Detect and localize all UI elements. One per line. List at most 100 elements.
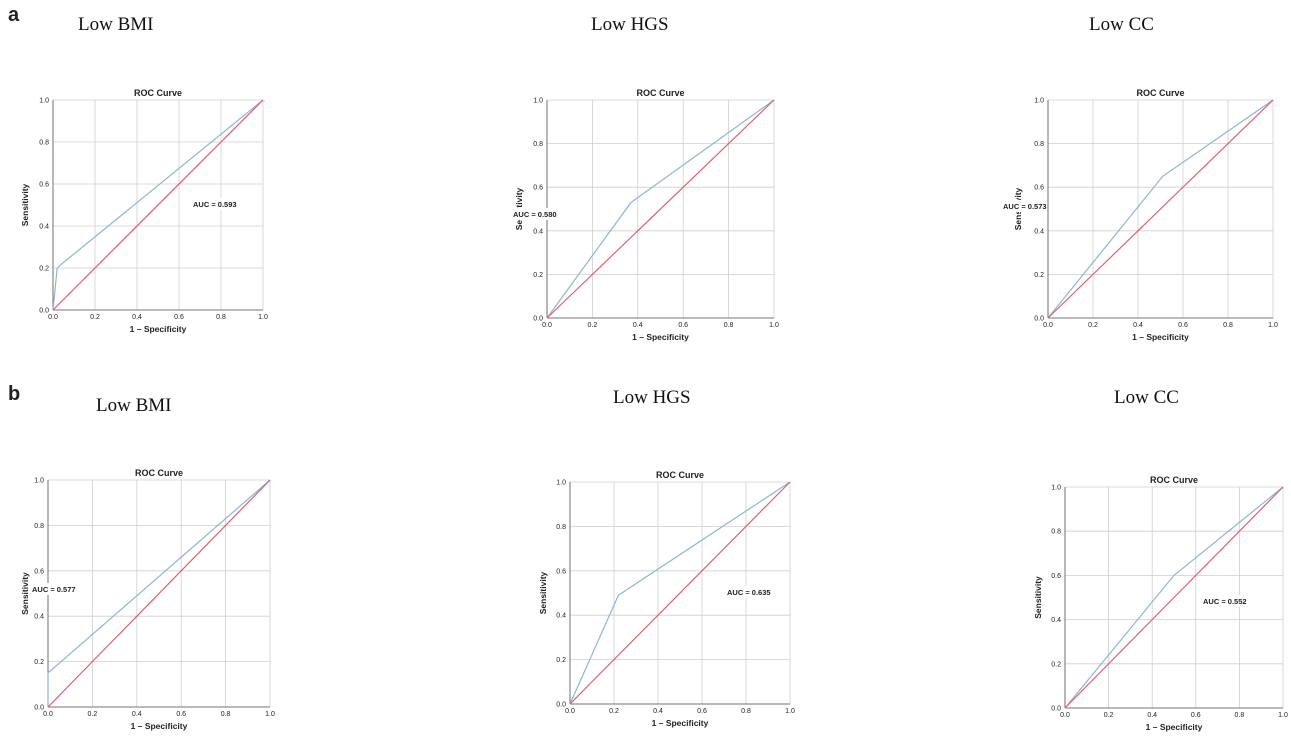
reference-line [569, 481, 791, 705]
x-axis-label: 1 – Specificity [1146, 722, 1203, 732]
x-tick-label: 0.6 [176, 711, 186, 718]
x-tick-label: 0.4 [132, 314, 142, 321]
roc-chart-a3: 0.00.0 0.2 0.2 0.4 0.4 0.6 0.6 0.8 0.8 1.0 1.0 ROC … [1000, 88, 1278, 342]
roc-curve-line [47, 479, 271, 707]
x-tick-label: 0.8 [1223, 322, 1233, 329]
y-tick-label: 1.0 [533, 98, 543, 105]
x-tick-label: 0.8 [724, 322, 734, 329]
chart-title: ROC Curve [135, 468, 183, 478]
roc-curve-line [1047, 99, 1274, 319]
x-tick-label: 0.0 [1043, 322, 1053, 329]
panel-title-b2: Low HGS [613, 387, 691, 408]
y-tick-label: 0.8 [556, 524, 566, 531]
x-axis-label: 1 – Specificity [130, 324, 187, 334]
auc-label-background [190, 198, 236, 210]
y-tick-label: 0.0 [533, 316, 543, 323]
roc-curve-line [52, 99, 264, 311]
x-tick-label: 1.0 [265, 711, 275, 718]
x-tick-label: 0.2 [609, 708, 619, 715]
y-tick-label: 0.2 [1051, 661, 1061, 668]
auc-label-background [1000, 200, 1046, 212]
auc-label-background [510, 208, 556, 220]
x-tick-label: 0.4 [1147, 712, 1157, 719]
x-axis-label: 1 – Specificity [131, 721, 188, 731]
auc-annotation: AUC = 0.573 [1003, 202, 1047, 211]
auc-label-background [29, 583, 75, 595]
reference-line [1047, 99, 1274, 319]
y-tick-label: 0.8 [1051, 529, 1061, 536]
y-tick-label: 0.4 [533, 228, 543, 235]
x-axis-label: 1 – Specificity [652, 718, 709, 728]
x-tick-label: 0.0 [43, 711, 53, 718]
auc-annotation: AUC = 0.577 [32, 585, 76, 594]
y-tick-label: 1.0 [556, 480, 566, 487]
y-tick-label: 0.4 [39, 224, 49, 231]
x-tick-label: 0.8 [216, 314, 226, 321]
auc-label-background [1200, 595, 1246, 607]
auc-annotation: AUC = 0.580 [513, 210, 557, 219]
x-tick-label: 0.0 [542, 322, 552, 329]
x-tick-label: 1.0 [769, 322, 779, 329]
chart-title: ROC Curve [636, 88, 684, 98]
y-tick-label: 0.6 [556, 568, 566, 575]
x-tick-label: 0.0 [565, 708, 575, 715]
reference-line [52, 99, 264, 311]
x-tick-label: 0.2 [1088, 322, 1098, 329]
y-tick-label: 0.8 [34, 523, 44, 530]
y-tick-label: 0.0 [39, 308, 49, 315]
auc-annotation: AUC = 0.593 [193, 200, 237, 209]
y-axis-label: Sensitivity [1033, 576, 1043, 619]
x-tick-label: 0.8 [741, 708, 751, 715]
roc-chart-b2: 0.00.0 0.2 0.2 0.4 0.4 0.6 0.6 0.8 0.8 1.0 1.0 ROC … [538, 470, 795, 728]
y-tick-label: 0.6 [1051, 573, 1061, 580]
x-tick-label: 0.6 [174, 314, 184, 321]
roc-chart-a2: 0.00.0 0.2 0.2 0.4 0.4 0.6 0.6 0.8 0.8 1.0 1.0 ROC … [510, 88, 779, 342]
x-tick-label: 0.4 [132, 711, 142, 718]
y-tick-label: 0.0 [1034, 316, 1044, 323]
y-axis-label: Sensitivity [20, 183, 30, 226]
roc-curve-line [569, 481, 791, 705]
x-axis-label: 1 – Specificity [1132, 332, 1189, 342]
y-tick-label: 1.0 [1051, 485, 1061, 492]
y-tick-label: 0.0 [556, 702, 566, 709]
reference-line [1064, 486, 1284, 709]
y-tick-label: 0.0 [1051, 706, 1061, 713]
roc-curve-line [1064, 486, 1284, 709]
chart-title: ROC Curve [1150, 475, 1198, 485]
x-tick-label: 0.2 [88, 711, 98, 718]
y-tick-label: 0.6 [39, 182, 49, 189]
auc-label-background [724, 586, 770, 598]
x-tick-label: 0.6 [1191, 712, 1201, 719]
chart-title: ROC Curve [1136, 88, 1184, 98]
y-axis-label: Sensitivity [538, 571, 548, 614]
y-axis-label: Sensitivity [20, 572, 30, 615]
x-tick-label: 1.0 [1278, 712, 1288, 719]
x-tick-label: 0.6 [1178, 322, 1188, 329]
x-tick-label: 1.0 [1268, 322, 1278, 329]
x-tick-label: 0.4 [633, 322, 643, 329]
chart-title: ROC Curve [656, 470, 704, 480]
y-tick-label: 0.2 [533, 272, 543, 279]
y-tick-label: 0.6 [533, 185, 543, 192]
x-tick-label: 1.0 [785, 708, 795, 715]
roc-chart-a1: 0.00.0 0.2 0.2 0.4 0.4 0.6 0.6 0.8 0.8 1.0 1.0 ROC … [20, 88, 268, 334]
roc-chart-b1: 0.00.0 0.2 0.2 0.4 0.4 0.6 0.6 0.8 0.8 1.0 1.0 ROC … [20, 468, 275, 731]
y-tick-label: 0.8 [39, 140, 49, 147]
panel-title-a3: Low CC [1089, 14, 1154, 35]
x-tick-label: 0.4 [1133, 322, 1143, 329]
y-tick-label: 1.0 [34, 478, 44, 485]
x-tick-label: 0.2 [588, 322, 598, 329]
y-tick-label: 0.2 [34, 659, 44, 666]
panel-title-a2: Low HGS [591, 14, 669, 35]
y-tick-label: 0.2 [556, 657, 566, 664]
x-tick-label: 0.4 [653, 708, 663, 715]
y-tick-label: 0.8 [533, 141, 543, 148]
x-tick-label: 0.2 [90, 314, 100, 321]
panel-title-a1: Low BMI [78, 14, 154, 35]
x-tick-label: 0.0 [1060, 712, 1070, 719]
y-tick-label: 0.4 [34, 614, 44, 621]
y-tick-label: 0.4 [1034, 228, 1044, 235]
row-label-a: a [8, 4, 20, 26]
auc-annotation: AUC = 0.552 [1203, 597, 1247, 606]
y-tick-label: 0.6 [1034, 185, 1044, 192]
